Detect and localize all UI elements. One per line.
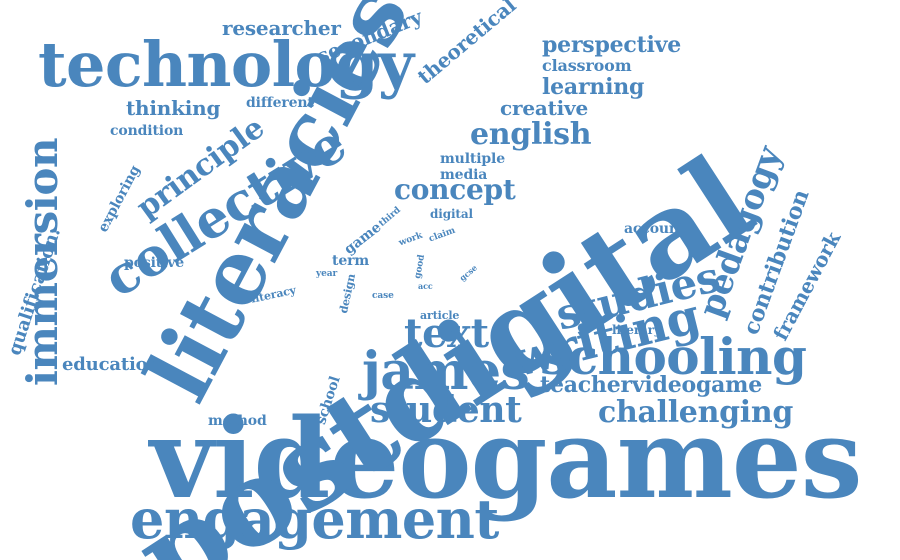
word-learning: learning bbox=[542, 74, 645, 100]
word-multiple: multiple bbox=[440, 151, 505, 167]
word-theoretical: theoretical bbox=[412, 0, 521, 89]
word-student: student bbox=[370, 389, 522, 431]
word-researcher: researcher bbox=[222, 16, 341, 40]
word-perspective: perspective bbox=[542, 32, 682, 58]
word-case: case bbox=[372, 291, 394, 301]
word-game: game bbox=[341, 219, 385, 258]
word-article: article bbox=[420, 309, 460, 322]
word-classroom: classroom bbox=[542, 56, 632, 75]
word-thinking: thinking bbox=[126, 96, 221, 120]
word-acc: acc bbox=[418, 281, 433, 291]
word-teachervideogame: teachervideogame bbox=[540, 372, 762, 398]
word-third: third bbox=[377, 205, 403, 229]
word-engagement: engagement bbox=[130, 487, 499, 551]
word-year: year bbox=[316, 269, 338, 279]
word-term: term bbox=[332, 253, 370, 269]
word-different: different bbox=[246, 95, 314, 111]
word-schooling: schooling bbox=[540, 327, 807, 386]
word-digital: digital bbox=[430, 207, 473, 221]
word-videogames: videogames bbox=[150, 394, 863, 523]
word-challenging: challenging bbox=[598, 395, 794, 430]
word-account: account bbox=[624, 221, 686, 237]
word-text: text bbox=[404, 310, 489, 357]
word-claim: claim bbox=[427, 225, 457, 245]
word-method: method bbox=[208, 413, 267, 429]
word-work: work bbox=[397, 230, 424, 249]
word-good: good bbox=[413, 253, 428, 280]
word-technology: technology bbox=[38, 28, 414, 101]
word-concept: concept bbox=[394, 173, 516, 206]
word-james: james bbox=[362, 341, 530, 402]
word-education: education bbox=[62, 354, 161, 375]
word-positive: positive bbox=[124, 255, 185, 271]
word-literary: literary bbox=[612, 323, 661, 337]
word-media: media bbox=[440, 167, 488, 183]
word-english: english bbox=[470, 117, 592, 152]
word-condition: condition bbox=[110, 123, 184, 139]
word-design: design bbox=[337, 272, 359, 315]
word-creative: creative bbox=[500, 96, 588, 120]
